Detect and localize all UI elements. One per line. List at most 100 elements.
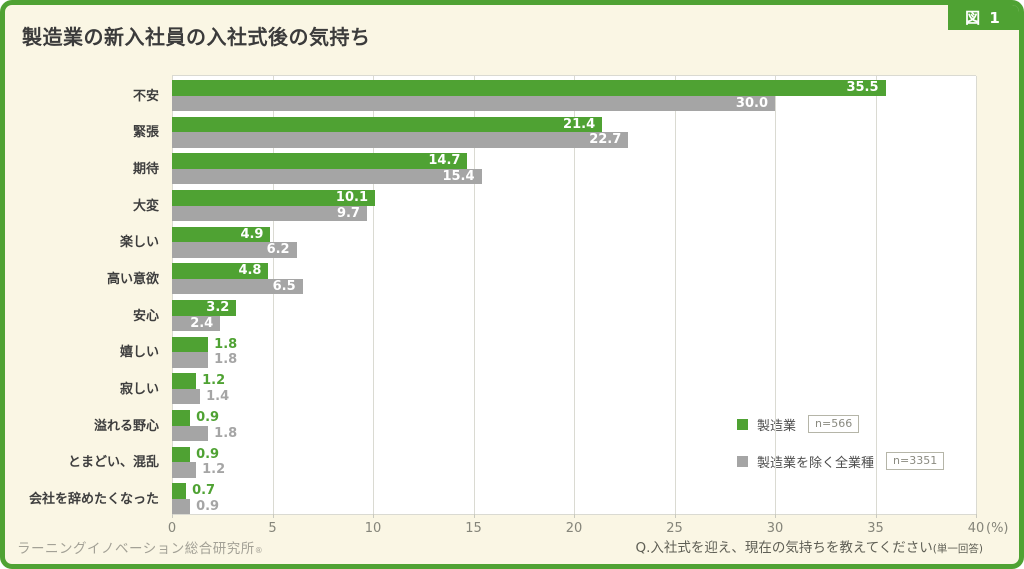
- value-label: 1.2: [202, 373, 226, 389]
- bar-manufacturing: 3.2: [172, 300, 237, 316]
- x-tick-value: 10: [364, 521, 382, 536]
- legend-swatch: [737, 455, 748, 467]
- sample-size-badge: n=566: [808, 415, 860, 433]
- legend-item: 製造業を除く全業種 n=3351: [737, 451, 945, 471]
- category-label: とまどい、混乱: [67, 455, 159, 471]
- bar-row: 35.5: [172, 80, 976, 96]
- gridline: [574, 76, 575, 514]
- gridline: [976, 76, 977, 514]
- x-tick-value: 25: [666, 521, 683, 536]
- bar-row: 1.8: [172, 425, 976, 441]
- axis-tick: [373, 514, 374, 518]
- bar-row: 1.2: [172, 462, 976, 478]
- bar-manufacturing: 14.7: [172, 153, 468, 169]
- x-tick-value: 40: [967, 521, 985, 536]
- axis-tick: [775, 514, 776, 518]
- value-label: 30.0: [735, 95, 768, 111]
- bar-manufacturing: 4.8: [172, 263, 269, 279]
- category-label: 楽しい: [119, 235, 159, 251]
- bar-row: 15.4: [172, 168, 976, 185]
- x-tick-value: 30: [766, 521, 784, 536]
- bar-other-industries: 9.7: [172, 205, 367, 221]
- registered-mark: ®: [254, 546, 264, 555]
- value-label: 3.2: [206, 300, 230, 315]
- axis-tick: [674, 514, 676, 518]
- bar-row: 2.4: [172, 315, 976, 331]
- question-text: Q.入社式を迎え、現在の気持ちを教えてください: [635, 540, 933, 556]
- bar-other-industries: 22.7: [172, 132, 629, 148]
- plot-area: 不安 緊張 期待 大変 楽しい 高い意欲 安心 嬉しい 寂しい 溢れる野心 とまどい、混乱 会社を辞め…: [29, 75, 1009, 536]
- x-tick-value: 15: [465, 521, 482, 536]
- gridline: [473, 76, 475, 514]
- value-label: 1.8: [214, 352, 238, 368]
- bar-manufacturing: [172, 446, 191, 463]
- x-tick-value: 0: [167, 521, 177, 536]
- bar-other-industries: 6.2: [172, 242, 297, 258]
- x-tick-value: 35: [867, 521, 884, 536]
- axis-tick: [875, 514, 877, 518]
- value-label: 9.7: [336, 205, 360, 221]
- category-label: 大変: [132, 198, 159, 214]
- bar-row: 21.4: [172, 116, 976, 133]
- bar-row: 22.7: [172, 132, 976, 148]
- x-tick-value: 5: [268, 521, 277, 536]
- value-label: 35.5: [846, 80, 879, 95]
- gridline: [674, 76, 676, 514]
- bar-other-industries: [172, 498, 191, 515]
- bar-row: 1.8: [172, 336, 976, 353]
- legend-swatch: [737, 418, 748, 430]
- bar-row: 6.2: [172, 242, 976, 258]
- category-label: 会社を辞めたくなった: [28, 492, 159, 508]
- chart-title: 製造業の新入社員の入社式後の気持ち: [22, 25, 371, 49]
- bar-manufacturing: 10.1: [172, 190, 375, 206]
- gridline: [272, 76, 274, 514]
- x-axis-unit: (%): [986, 521, 1009, 536]
- category-label: 期待: [132, 162, 159, 178]
- bar-row: 0.7: [172, 483, 976, 499]
- bar-row: 10.1: [172, 190, 976, 206]
- axis-tick: [272, 514, 274, 518]
- category-label: 安心: [132, 308, 159, 324]
- value-label: 15.4: [442, 168, 475, 184]
- bar-other-industries: 15.4: [172, 168, 482, 185]
- bar-row: 3.2: [172, 300, 976, 316]
- category-label: 不安: [132, 88, 159, 104]
- category-label: 寂しい: [119, 382, 159, 398]
- source-attribution: ラーニングイノベーション総合研究所®: [17, 537, 263, 557]
- legend-label: 製造業: [757, 418, 797, 434]
- figure-number-tag: 図 1: [948, 5, 1019, 30]
- gridline: [875, 76, 877, 514]
- bar-row: 1.4: [172, 388, 976, 405]
- value-label: 2.4: [190, 315, 214, 331]
- bar-manufacturing: [172, 483, 187, 499]
- value-label: 21.4: [563, 116, 596, 132]
- bar-manufacturing: [172, 373, 197, 389]
- value-label: 6.5: [272, 278, 296, 294]
- axis-tick: [574, 514, 575, 518]
- bar-manufacturing: [172, 410, 191, 426]
- value-label: 1.8: [214, 336, 238, 352]
- value-label: 1.8: [214, 425, 238, 441]
- bar-row: 1.2: [172, 373, 976, 389]
- bar-row: 0.9: [172, 410, 976, 426]
- bar-manufacturing: 21.4: [172, 116, 603, 133]
- value-label: 0.7: [192, 483, 216, 499]
- axis-tick: [172, 514, 173, 518]
- value-label: 0.9: [196, 410, 220, 425]
- bar-row: 6.5: [172, 278, 976, 295]
- value-label: 22.7: [589, 132, 622, 148]
- axis-tick: [473, 514, 475, 518]
- bar-other-industries: 6.5: [172, 278, 303, 295]
- gridline: [373, 76, 374, 514]
- question-note: (単一回答): [932, 543, 983, 555]
- value-label: 4.8: [238, 263, 262, 279]
- bar-chart: 不安 緊張 期待 大変 楽しい 高い意欲 安心 嬉しい 寂しい 溢れる野心 とまどい、混乱 会社を辞め…: [29, 75, 1009, 536]
- value-label: 0.9: [196, 498, 220, 514]
- legend-label: 製造業を除く全業種: [757, 455, 875, 471]
- value-label: 1.4: [206, 388, 230, 404]
- category-label: 緊張: [132, 125, 159, 141]
- category-label: 高い意欲: [106, 272, 159, 288]
- bar-row: 9.7: [172, 205, 976, 221]
- bar-manufacturing: [172, 336, 209, 353]
